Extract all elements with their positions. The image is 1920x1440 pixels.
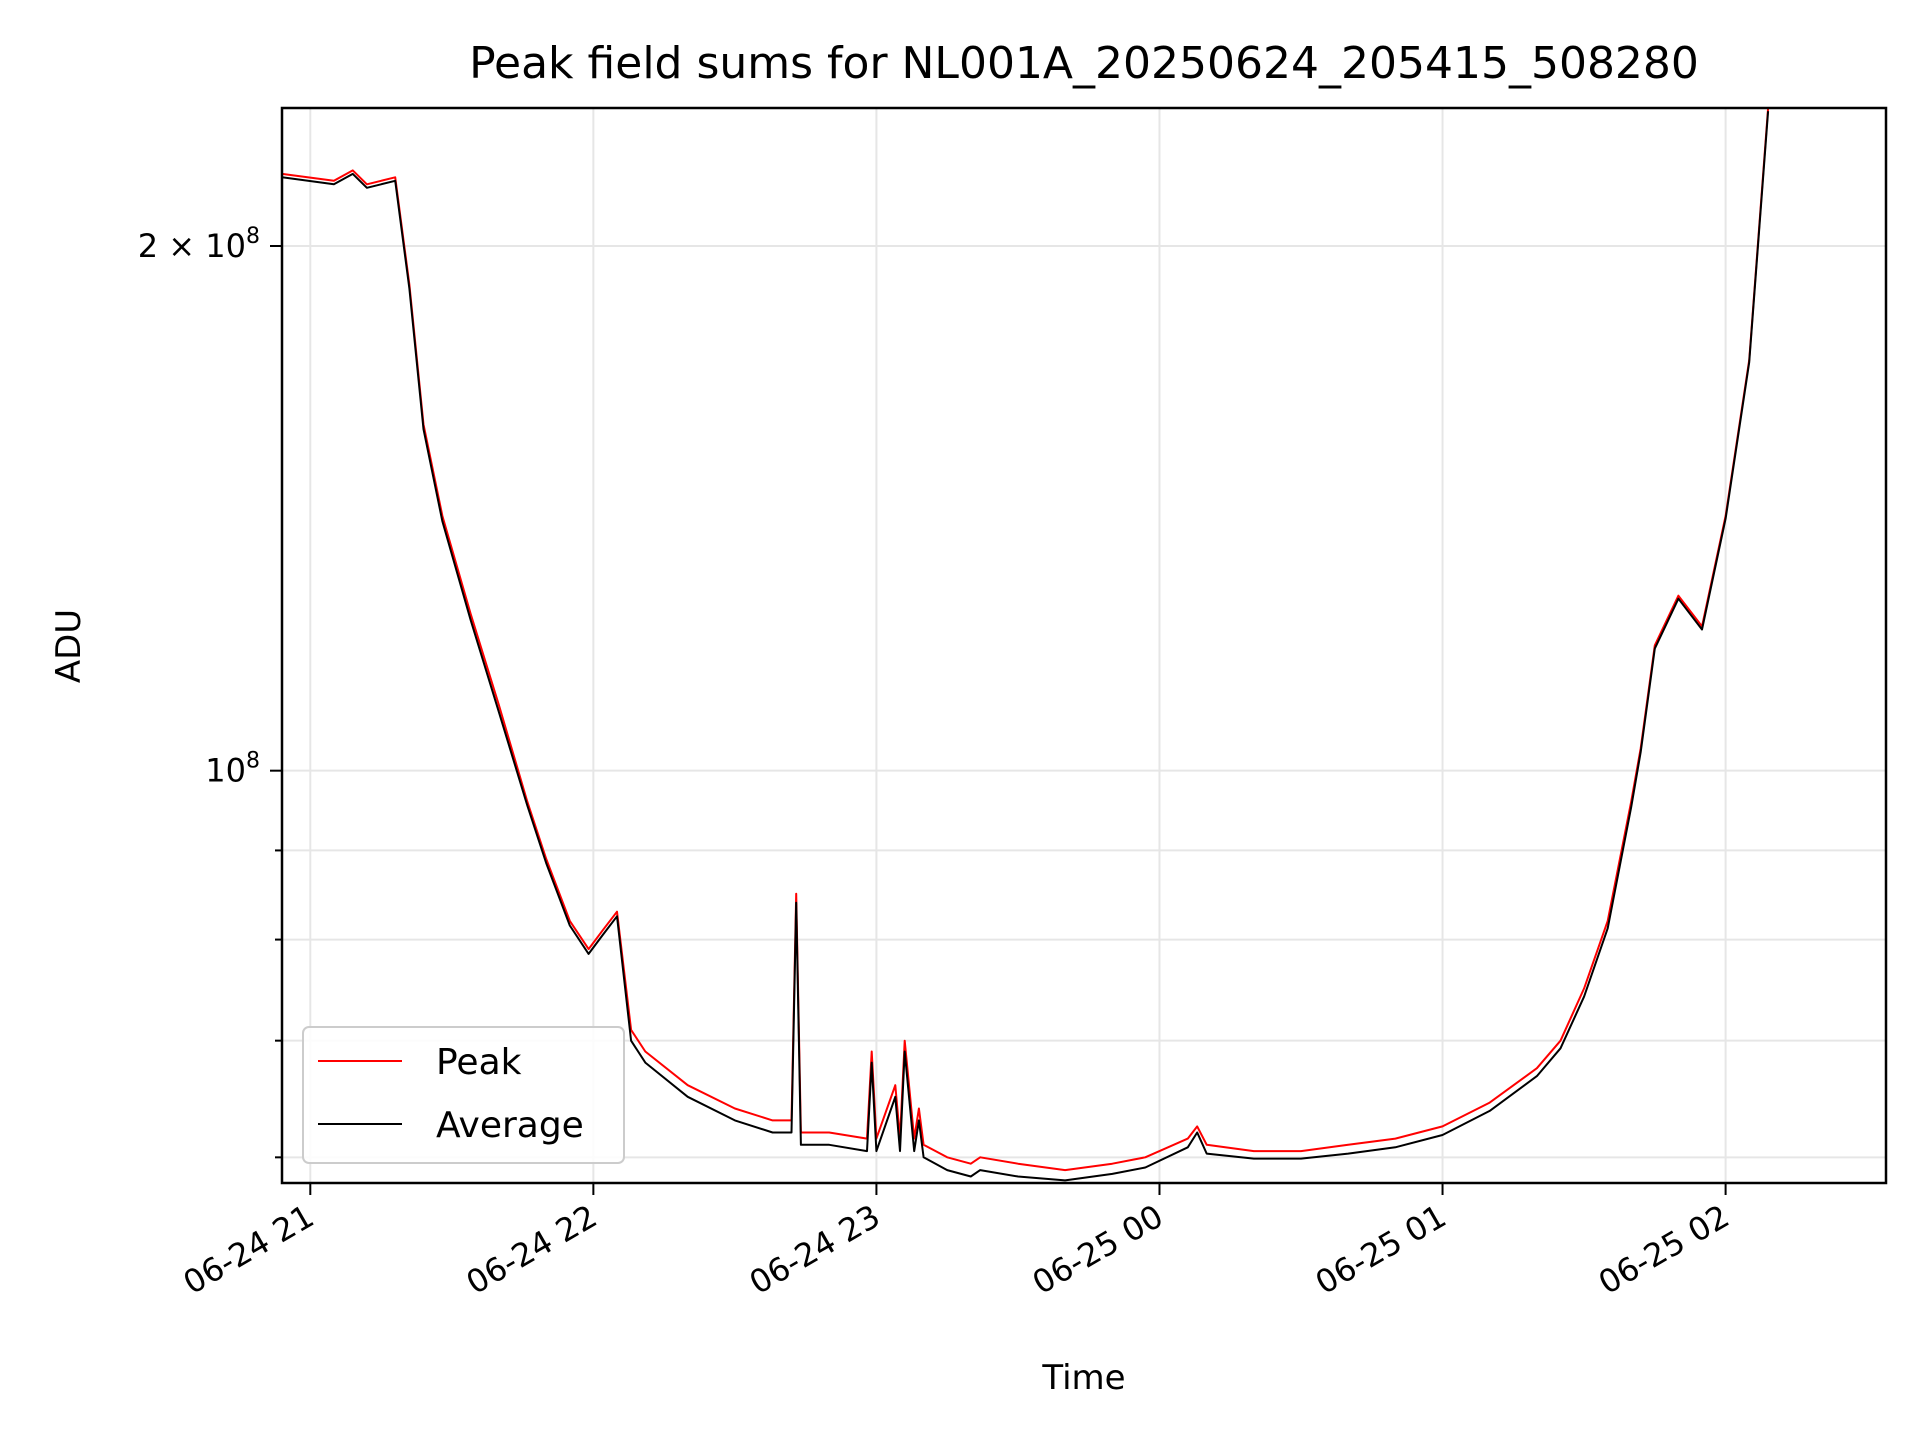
legend-label-peak: Peak	[436, 1042, 522, 1083]
x-axis-label: Time	[1041, 1358, 1125, 1398]
plot-frame	[280, 106, 1888, 1185]
legend: Peak Average	[302, 1026, 625, 1164]
y-tick-label: 108	[205, 749, 260, 790]
chart-title: Peak field sums for NL001A_20250624_2054…	[469, 38, 1699, 89]
y-tick-label: 2 × 108	[138, 224, 260, 265]
legend-label-average: Average	[436, 1105, 584, 1146]
y-axis-label: ADU	[49, 609, 89, 683]
series-line-average	[282, 111, 1770, 1182]
series-line-peak	[282, 108, 1770, 1172]
series-layer	[282, 108, 1770, 1182]
